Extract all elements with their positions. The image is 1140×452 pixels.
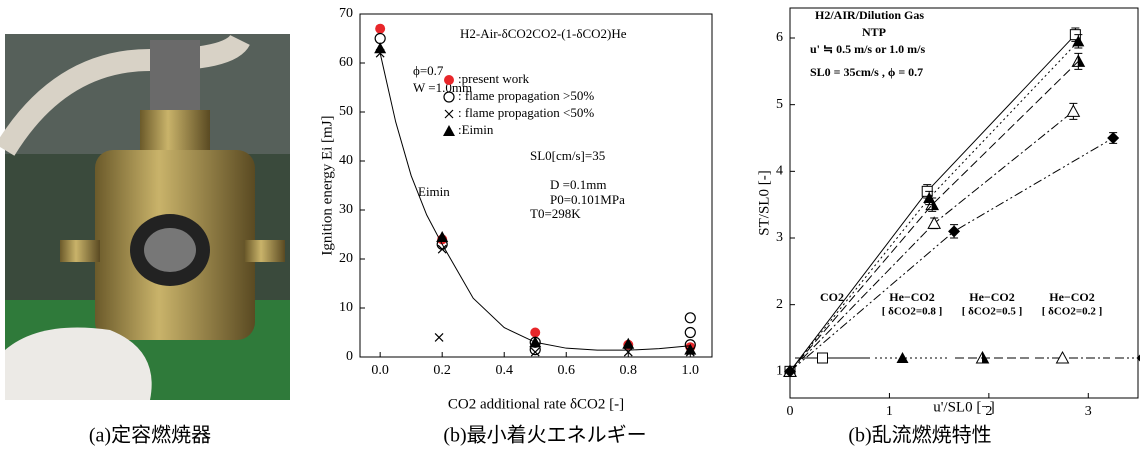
legend-label: He−CO2 <box>969 290 1015 304</box>
y-tick-label: 70 <box>339 6 353 21</box>
y-tick-label: 5 <box>776 97 783 112</box>
legend-marker <box>444 75 454 85</box>
x-tick-label: 0.8 <box>620 363 638 378</box>
x-tick-label: 0.4 <box>495 363 513 378</box>
annotation: P0=0.101MPa <box>550 192 625 207</box>
legend-marker <box>1136 354 1140 362</box>
annotation: D =0.1mm <box>550 177 606 192</box>
marker <box>784 365 796 378</box>
caption: (b)最小着火エネルギー <box>443 424 646 447</box>
annotation: ϕ=0.7 <box>413 63 444 78</box>
marker <box>1107 132 1120 144</box>
legend-marker <box>443 125 455 136</box>
legend-note: [ δCO2=0.2 ] <box>1042 306 1103 318</box>
y-tick-label: 2 <box>776 297 783 312</box>
annotation: SL0 = 35cm/s , ϕ = 0.7 <box>810 65 923 79</box>
legend-label: CO2 <box>820 290 844 304</box>
annotation: H2/AIR/Dilution Gas <box>815 8 924 22</box>
legend-label: :Eimin <box>458 122 494 137</box>
legend-marker <box>1055 350 1070 364</box>
x-tick-label: 1 <box>886 404 893 419</box>
marker <box>434 332 444 342</box>
series-line <box>789 40 1079 372</box>
y-axis-label: Ignition energy Ei [mJ] <box>319 115 335 255</box>
marker <box>374 32 386 45</box>
x-axis-label: CO2 additional rate δCO2 [-] <box>448 396 624 412</box>
y-tick-label: 30 <box>339 202 353 217</box>
y-tick-label: 60 <box>339 55 353 70</box>
y-tick-label: 50 <box>339 104 353 119</box>
series-line <box>789 60 1079 372</box>
x-tick-label: 0 <box>787 404 794 419</box>
marker <box>374 42 387 54</box>
plot-frame <box>359 13 713 358</box>
x-tick-label: 1.0 <box>682 363 700 378</box>
marker <box>1071 54 1086 67</box>
marker <box>530 327 541 338</box>
marker <box>530 347 540 357</box>
caption: (b)乱流燃焼特性 <box>848 424 991 447</box>
y-tick-label: 4 <box>776 164 783 179</box>
legend-note: [ δCO2=0.5 ] <box>962 306 1023 318</box>
marker <box>622 337 635 349</box>
marker <box>927 216 942 229</box>
photo <box>0 33 290 400</box>
y-tick-label: 6 <box>776 30 783 45</box>
x-tick-label: 0.6 <box>557 363 575 378</box>
marker <box>684 343 697 355</box>
series-line <box>789 110 1074 372</box>
plot-frame <box>789 7 1139 399</box>
legend-marker <box>975 350 990 364</box>
marker <box>437 244 447 254</box>
legend-label: : flame propagation >50% <box>458 88 594 103</box>
legend-marker <box>817 352 828 364</box>
annotation: u' ≒ 0.5 m/s or 1.0 m/s <box>810 42 926 56</box>
annotation: T0=298K <box>530 206 581 221</box>
y-tick-label: 40 <box>339 153 353 168</box>
annotation: NTP <box>862 25 886 39</box>
legend-note: [ δCO2=0.8 ] <box>882 306 943 318</box>
marker <box>925 197 940 211</box>
y-tick-label: 20 <box>339 251 353 266</box>
y-tick-label: 3 <box>776 230 783 245</box>
legend-marker <box>896 352 909 363</box>
marker <box>623 347 633 357</box>
x-tick-label: 3 <box>1085 404 1092 419</box>
series-line <box>789 137 1114 372</box>
legend-label: :present work <box>458 71 530 86</box>
marker <box>1066 104 1081 117</box>
annotation: Eimin <box>418 184 450 199</box>
marker <box>948 225 961 238</box>
annotation: H2-Air-δCO2CO2-(1-δCO2)He <box>460 26 627 41</box>
annotation: SL0[cm/s]=35 <box>530 148 605 163</box>
y-axis-label: ST/SL0 [-] <box>756 170 772 235</box>
legend-marker <box>444 109 454 119</box>
series-line <box>379 53 691 351</box>
x-tick-label: 0.2 <box>433 363 451 378</box>
x-axis-label: u'/SL0 [−] <box>933 399 995 415</box>
legend-label: He−CO2 <box>1049 290 1095 304</box>
caption: (a)定容燃焼器 <box>89 424 211 447</box>
y-tick-label: 1 <box>776 364 783 379</box>
x-tick-label: 0.0 <box>371 363 389 378</box>
marker <box>375 23 386 34</box>
legend-label: : flame propagation <50% <box>458 105 594 120</box>
legend-marker <box>443 91 455 103</box>
y-tick-label: 0 <box>346 349 353 364</box>
y-tick-label: 10 <box>339 300 353 315</box>
marker <box>1072 35 1085 47</box>
x-tick-label: 2 <box>985 404 992 419</box>
marker <box>684 312 696 324</box>
marker <box>684 326 696 339</box>
legend-label: He−CO2 <box>889 290 935 304</box>
annotation: W =1.0mm <box>413 80 472 95</box>
